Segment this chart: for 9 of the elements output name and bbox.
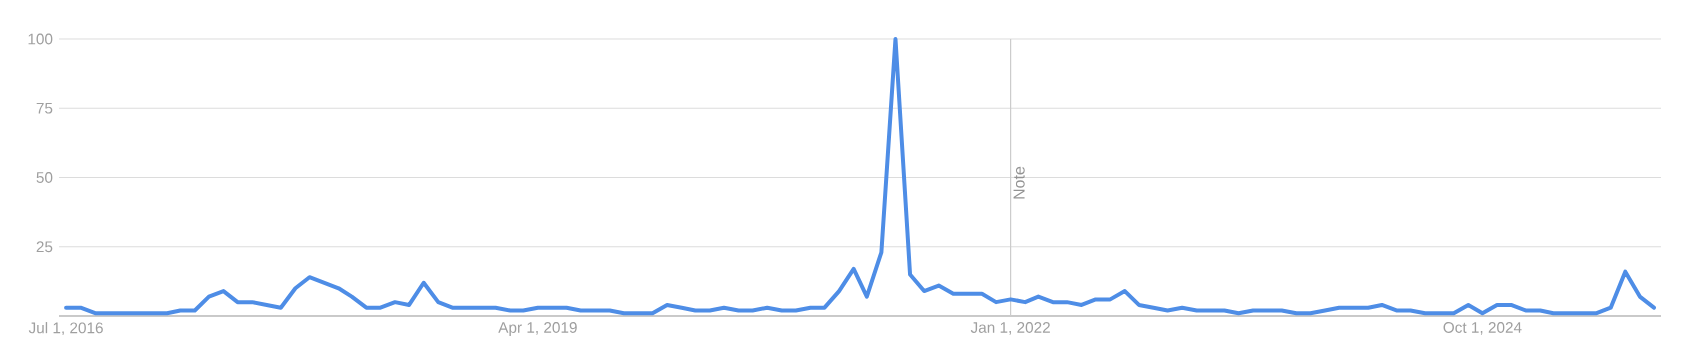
y-tick-label: 100 bbox=[28, 33, 53, 45]
x-tick-label: Oct 1, 2024 bbox=[1443, 322, 1522, 335]
ref-line-label: Note bbox=[1013, 166, 1025, 199]
x-tick-label: Jul 1, 2016 bbox=[28, 322, 103, 336]
y-tick-label: 50 bbox=[36, 172, 53, 183]
y-tick-label: 25 bbox=[36, 241, 53, 253]
y-tick-label: 75 bbox=[36, 102, 53, 114]
x-tick-label: Jan 1, 2022 bbox=[970, 322, 1050, 335]
x-tick-label: Apr 1, 2019 bbox=[498, 322, 577, 336]
